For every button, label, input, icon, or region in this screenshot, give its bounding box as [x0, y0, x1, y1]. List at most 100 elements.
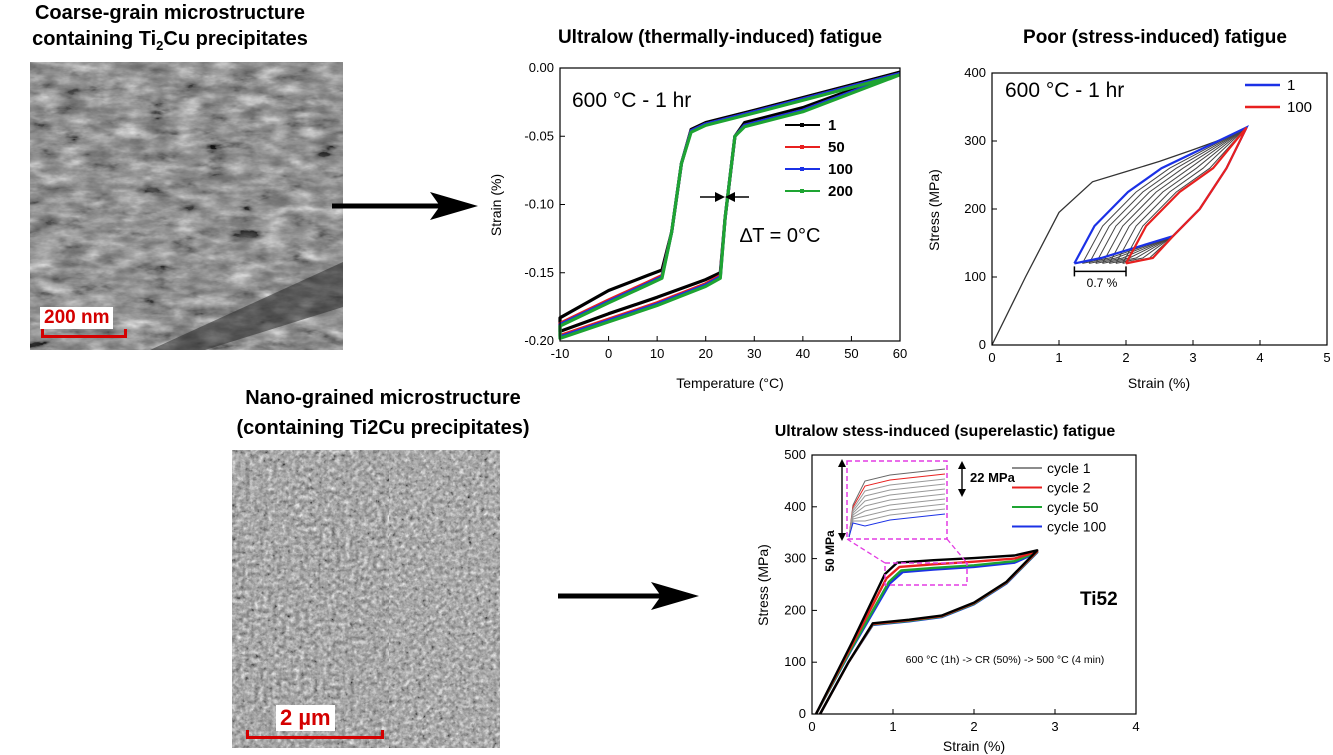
coarse-texture	[30, 62, 343, 350]
arrow-top	[332, 192, 478, 220]
y-tick-label: -0.15	[524, 265, 554, 280]
nano-heading-line2: (containing Ti2Cu precipitates)	[236, 417, 530, 439]
inset-curve	[848, 498, 946, 538]
chart-superelastic-process: 600 °C (1h) -> CR (50%) -> 500 °C (4 min…	[906, 654, 1105, 666]
legend-label-cycle-1: cycle 1	[1047, 460, 1091, 476]
x-tick-label: 20	[698, 346, 712, 361]
chart-poor-bracket-label: 0.7 %	[1087, 276, 1118, 290]
chart-thermal-xlabel: Temperature (°C)	[676, 375, 784, 391]
zoom-connector	[846, 538, 886, 564]
series-cycle-100-loop	[814, 551, 1039, 715]
y-tick-label: 400	[964, 65, 986, 80]
chart-poor-title: Poor (stress-induced) fatigue	[1023, 27, 1287, 48]
x-tick-label: 3	[1051, 719, 1058, 734]
chart-thermal-series	[558, 70, 901, 340]
chart-thermal-delta-label: ∆T = 0°C	[740, 225, 820, 247]
series-cycle-50-loop	[814, 550, 1039, 715]
x-tick-label: 60	[893, 346, 907, 361]
inset-curve	[848, 513, 946, 538]
legend-label-100: 100	[1287, 99, 1312, 116]
legend-marker-50	[800, 145, 804, 149]
nano-grain-micrograph-right	[389, 450, 500, 748]
y-tick-label: -0.10	[524, 197, 554, 212]
series-50-loop	[558, 71, 901, 338]
x-tick-label: 0	[808, 719, 815, 734]
zoom-box	[884, 562, 968, 586]
series-cycle-2-loop	[814, 550, 1039, 715]
y-tick-label: 400	[784, 499, 806, 514]
coarse-heading-line1: Coarse-grain microstructure	[34, 2, 306, 24]
chart-thermal-frame	[559, 67, 901, 342]
chart-poor-xlabel: Strain (%)	[1128, 375, 1190, 391]
chart-thermal-title: Ultralow (thermally-induced) fatigue	[557, 27, 883, 48]
inset-curve	[848, 488, 946, 538]
cycle-loop	[1115, 127, 1248, 264]
chart-superelastic-alloy: Ti52	[1080, 589, 1118, 610]
chart-thermal: -10 0 10 20 30 40 50 60 0.00 -0.05 -0.10 -0.15 -0.20…	[488, 60, 907, 391]
coarse-scalebar-label: 200 nm	[40, 307, 114, 329]
coarse-grain-micrograph	[30, 62, 343, 350]
y-tick-label: 500	[784, 447, 806, 462]
x-tick-label: 5	[1323, 350, 1330, 365]
chart-superelastic-inset	[838, 459, 968, 586]
coarse-scalebar-line	[41, 329, 127, 338]
chart-superelastic-legend: cycle 1 cycle 2 cycle 50 cycle 100	[1012, 460, 1106, 535]
chart-superelastic-ylabel: Stress (MPa)	[755, 544, 771, 626]
x-tick-label: 0	[988, 350, 995, 365]
coarse-heading-line2: containing Ti2Cu precipitates	[0, 26, 340, 59]
legend-label-cycle-100: cycle 100	[1047, 519, 1106, 535]
nano-heading-line1: Nano-grained microstructure	[245, 387, 521, 409]
nano-scalebar-line	[246, 730, 384, 739]
coarse-heading-pre: containing Ti	[32, 28, 157, 50]
inset-arrowhead	[838, 459, 846, 467]
y-tick-label: 300	[784, 551, 806, 566]
chart-thermal-legend: 1 50 100 200	[785, 117, 853, 200]
chart-thermal-ylabel: Strain (%)	[488, 174, 504, 236]
inset-curve	[848, 478, 946, 538]
y-tick-label: 100	[784, 654, 806, 669]
inset-label-left: 50 MPa	[823, 530, 837, 572]
cycle-loop	[1108, 127, 1248, 264]
legend-label-100: 100	[828, 161, 853, 178]
y-tick-label: -0.20	[524, 333, 554, 348]
chart-superelastic-frame	[811, 454, 1137, 715]
y-tick-label: 0	[799, 706, 806, 721]
chart-poor-frame	[991, 72, 1328, 346]
chart-superelastic: 0 1 2 3 4 0 100 200 300 400 500 50 MPa 22 MPa cycl…	[755, 447, 1140, 754]
x-tick-label: 50	[844, 346, 858, 361]
y-tick-label: 0.00	[529, 60, 554, 75]
y-tick-label: 200	[964, 201, 986, 216]
legend-marker-1	[800, 123, 804, 127]
x-tick-label: 1	[1055, 350, 1062, 365]
chart-superelastic-ticks: 0 1 2 3 4 0 100 200 300 400 500	[784, 447, 1139, 734]
inset-curve	[848, 508, 946, 538]
chart-poor-annotation: 600 °C - 1 hr	[1005, 79, 1124, 102]
loading-curve	[991, 126, 1247, 346]
chart-poor-series	[991, 125, 1249, 346]
chart-superelastic-title: Ultralow stess-induced (superelastic) fa…	[774, 423, 1116, 440]
inset-frame	[846, 460, 948, 540]
legend-label-cycle-50: cycle 50	[1047, 499, 1099, 515]
legend-label-200: 200	[828, 183, 853, 200]
y-tick-label: 300	[964, 133, 986, 148]
x-tick-label: 1	[889, 719, 896, 734]
legend-label-50: 50	[828, 139, 845, 156]
nano-heading: Nano-grained microstructure (containing …	[198, 383, 568, 443]
coarse-heading-post: Cu precipitates	[163, 28, 308, 50]
chart-thermal-delta-marker	[700, 192, 749, 202]
nano-texture	[232, 450, 389, 748]
legend-label-1: 1	[828, 117, 836, 134]
chart-thermal-ticks: -10 0 10 20 30 40 50 60 0.00 -0.05 -0.10 -0.15 -0.20	[524, 60, 907, 361]
x-tick-label: 4	[1256, 350, 1263, 365]
y-tick-label: -0.05	[524, 128, 554, 143]
coarse-heading-sub: 2	[156, 38, 164, 53]
inset-label-right: 22 MPa	[970, 470, 1016, 485]
chart-superelastic-xlabel: Strain (%)	[943, 738, 1005, 754]
cycle-loop	[1122, 127, 1248, 264]
coarse-heading: Coarse-grain microstructure containing T…	[0, 0, 340, 59]
inset-arrowhead	[958, 489, 966, 497]
x-tick-label: 10	[650, 346, 664, 361]
zoom-connector	[946, 538, 968, 564]
